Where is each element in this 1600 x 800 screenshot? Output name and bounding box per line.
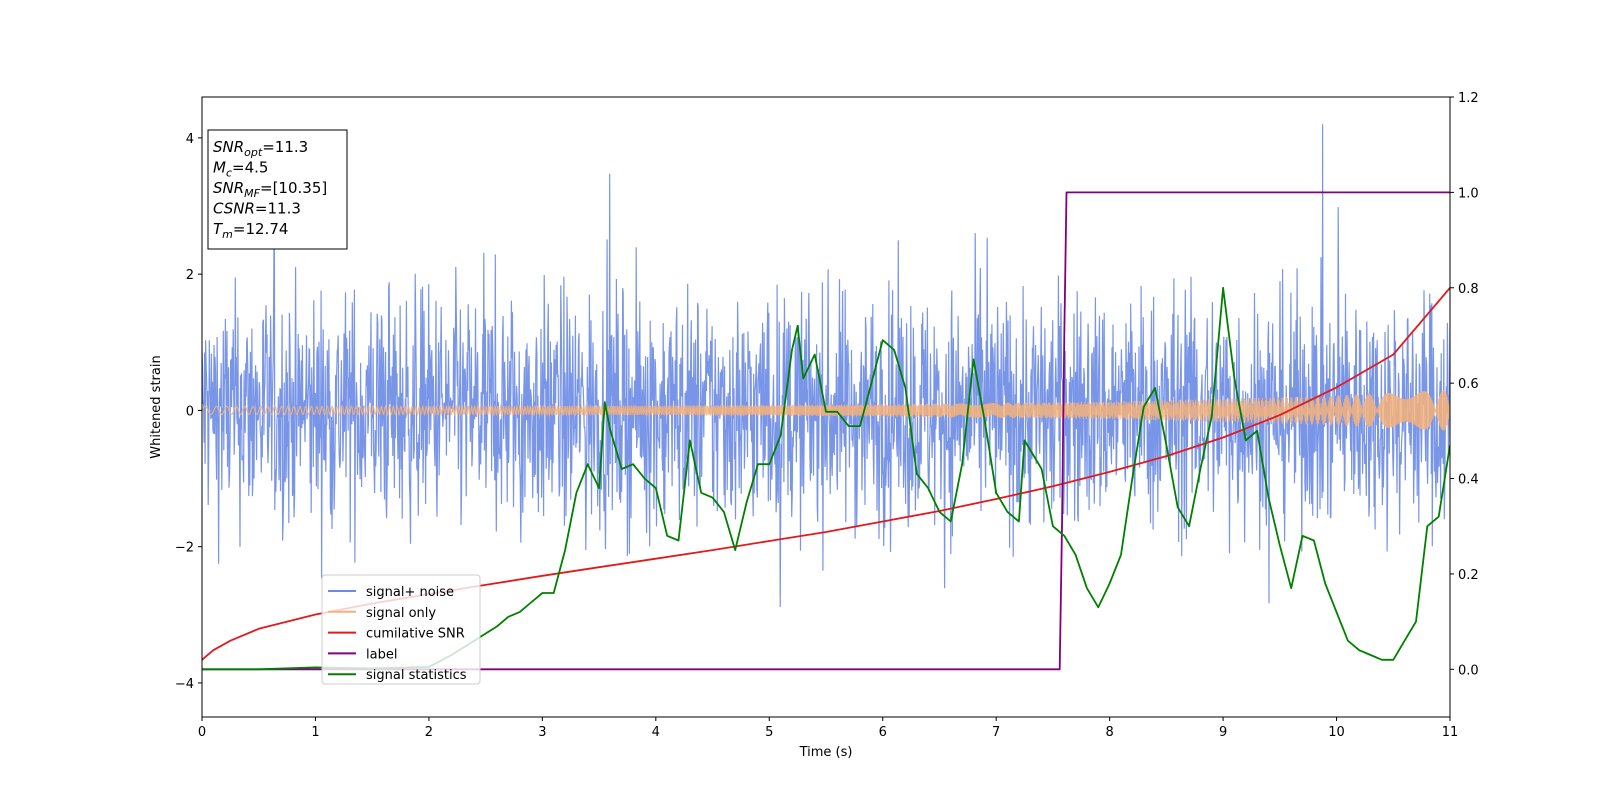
y2-tick-label: 0.6 <box>1458 377 1479 392</box>
y-tick-label: 2 <box>186 268 194 283</box>
y-tick-label: −4 <box>175 677 194 692</box>
x-tick-label: 5 <box>765 725 773 740</box>
y2-tick-label: 1.0 <box>1458 186 1479 201</box>
series-label-line <box>202 191 1450 671</box>
info-line: SNRopt=11.3 <box>213 138 308 159</box>
y-tick-label: 4 <box>186 132 194 147</box>
legend-label: signal statistics <box>366 668 467 683</box>
x-tick-label: 9 <box>1219 725 1227 740</box>
y-tick-label: 0 <box>186 404 194 419</box>
series-signal-noise-line <box>202 124 1450 608</box>
y2-tick-label: 0.2 <box>1458 568 1479 583</box>
y-tick-label: −2 <box>175 541 194 556</box>
legend-label: label <box>366 647 397 662</box>
x-tick-label: 1 <box>311 725 319 740</box>
axis-ticks: 0 1 2 3 4 5 6 7 8 9 10 11 −4 −2 0 2 4 0.0 0.2 0.4 0.6 0.8 1.0 1… <box>175 91 1479 740</box>
info-line: SNRMF=[10.35] <box>213 179 327 200</box>
info-line: Tm=12.74 <box>213 220 288 241</box>
x-tick-label: 0 <box>198 725 206 740</box>
legend: signal+ noise signal only cumilative SNR la… <box>321 574 481 685</box>
legend-frame <box>321 574 481 685</box>
y-axis-title: Whitened strain <box>149 355 164 458</box>
y2-tick-label: 1.2 <box>1458 91 1479 106</box>
plot-frame <box>201 96 1451 718</box>
x-tick-label: 6 <box>879 725 887 740</box>
x-tick-label: 11 <box>1442 725 1459 740</box>
x-axis-title: Time (s) <box>799 745 853 760</box>
legend-label: signal only <box>366 606 436 621</box>
info-box-frame <box>207 129 348 250</box>
legend-label: cumilative SNR <box>366 627 465 642</box>
y2-tick-label: 0.0 <box>1458 663 1479 678</box>
y2-tick-label: 0.8 <box>1458 282 1479 297</box>
info-line: CSNR=11.3 <box>213 200 301 218</box>
x-tick-label: 2 <box>425 725 433 740</box>
x-tick-label: 3 <box>538 725 546 740</box>
x-tick-label: 8 <box>1105 725 1113 740</box>
series-cumilative-snr-line <box>202 287 1450 661</box>
y2-tick-label: 0.4 <box>1458 473 1479 488</box>
legend-label: signal+ noise <box>366 585 454 600</box>
x-tick-label: 7 <box>992 725 1000 740</box>
right-axis-series-layer <box>202 191 1450 671</box>
noise-series-layer <box>202 124 1450 608</box>
x-tick-label: 10 <box>1328 725 1345 740</box>
info-line: Mc=4.5 <box>213 159 268 180</box>
series-signal-statistics-line <box>202 286 1450 671</box>
x-tick-label: 4 <box>652 725 660 740</box>
